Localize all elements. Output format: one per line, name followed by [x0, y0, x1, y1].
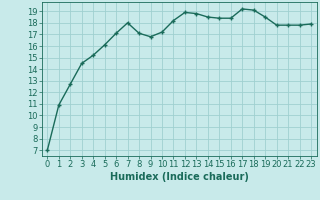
X-axis label: Humidex (Indice chaleur): Humidex (Indice chaleur)	[110, 172, 249, 182]
